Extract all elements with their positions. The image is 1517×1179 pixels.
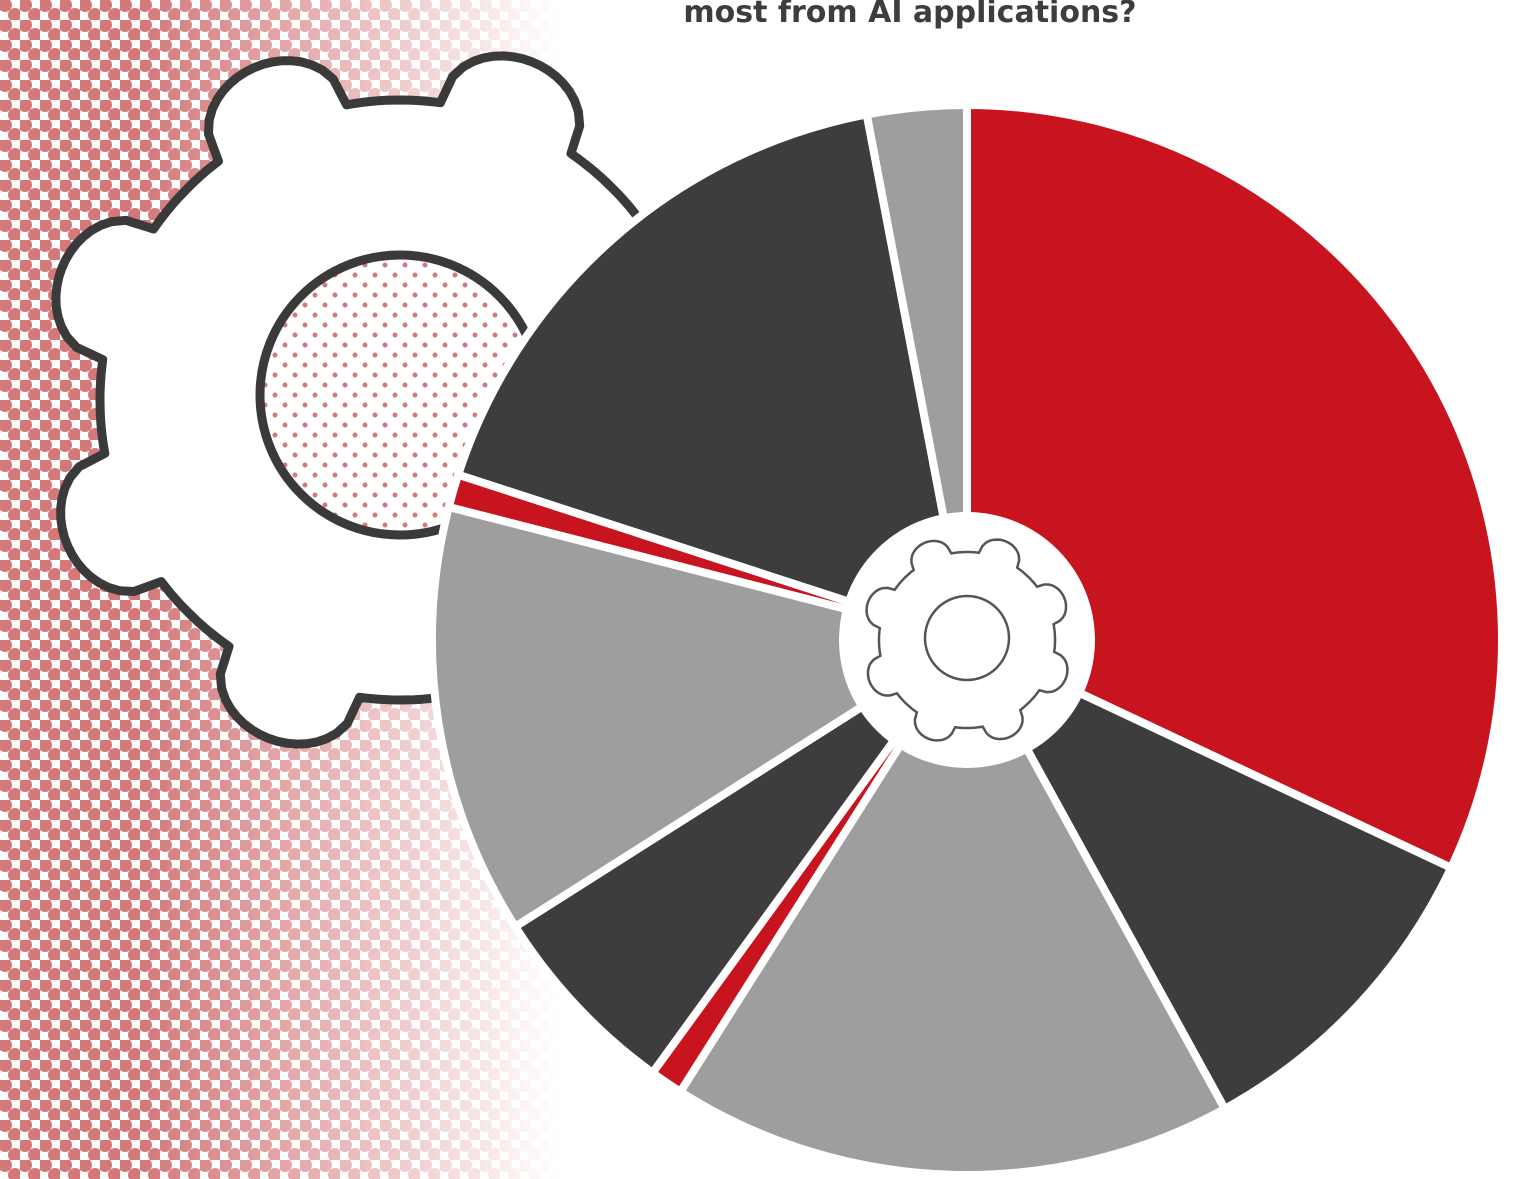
pie-slice <box>963 636 1456 1113</box>
pie-slice <box>862 101 971 644</box>
pie-slice <box>454 110 971 644</box>
center-gear-icon <box>865 538 1069 742</box>
pie-slice <box>428 502 971 931</box>
pie-slice <box>963 101 1506 872</box>
pie-slice <box>511 636 971 1077</box>
chart-title: most from AI applications? <box>683 0 1136 30</box>
pie <box>428 101 1506 1179</box>
gear-hole <box>923 594 1011 682</box>
pie-slice <box>676 636 1229 1179</box>
